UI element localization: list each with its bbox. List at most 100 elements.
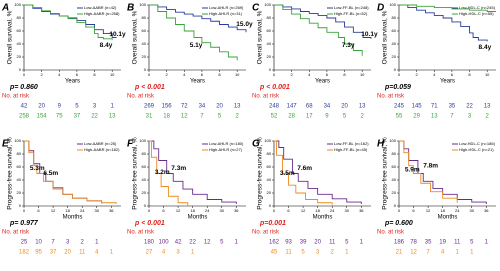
at-risk-count: 22 bbox=[466, 104, 473, 110]
y-tick-label: 40 bbox=[142, 177, 147, 182]
legend-label: High-FF-BL (n=52) bbox=[334, 11, 368, 16]
legend-label: Low-HDL-C (n=245) bbox=[459, 5, 496, 10]
x-tick-label: 8 bbox=[343, 72, 346, 77]
at-risk-title: No. at risk bbox=[252, 230, 280, 236]
y-tick-label: 20 bbox=[392, 190, 397, 195]
at-risk-count: 11 bbox=[454, 240, 461, 246]
median-annotation: 8.4y bbox=[100, 42, 113, 49]
x-tick-label: 4 bbox=[183, 72, 186, 77]
at-risk-count: 9 bbox=[325, 114, 329, 120]
at-risk-count: 147 bbox=[287, 104, 298, 110]
survival-curve bbox=[149, 140, 237, 205]
x-tick-label: 30 bbox=[470, 208, 475, 213]
at-risk-count: 4 bbox=[162, 250, 166, 256]
x-tick-label: 0 bbox=[148, 208, 151, 213]
at-risk-count: 18 bbox=[163, 114, 170, 120]
x-tick-label: 6 bbox=[287, 208, 290, 213]
y-tick-label: 0 bbox=[394, 203, 397, 208]
y-tick-label: 100 bbox=[14, 138, 21, 143]
at-risk-title: No. at risk bbox=[252, 94, 280, 100]
at-risk-count: 3 bbox=[66, 240, 70, 246]
p-value: p < 0.001 bbox=[134, 84, 165, 91]
panel-label: H bbox=[377, 139, 385, 150]
legend-label: Low-AHLR (n=269) bbox=[209, 5, 244, 10]
legend-label: Low-HDL-C (n=186) bbox=[459, 141, 496, 146]
y-tick-label: 40 bbox=[142, 41, 147, 46]
x-tick-label: 24 bbox=[330, 208, 335, 213]
x-tick-label: 18 bbox=[315, 208, 320, 213]
at-risk-count: 248 bbox=[269, 104, 280, 110]
at-risk-count: 25 bbox=[21, 240, 28, 246]
x-tick-label: 6 bbox=[76, 72, 79, 77]
median-annotation: 7.6m bbox=[297, 165, 312, 172]
at-risk-count: 31 bbox=[146, 114, 153, 120]
y-tick-label: 80 bbox=[17, 151, 22, 156]
median-annotation: 3.5m bbox=[280, 170, 295, 177]
y-tick-label: 100 bbox=[139, 2, 146, 7]
at-risk-count: 19 bbox=[439, 240, 446, 246]
y-axis-label: Progress-free survival, % bbox=[132, 137, 139, 210]
legend-label: High-AHLR (n=27) bbox=[209, 147, 243, 152]
at-risk-count: 21 bbox=[396, 250, 403, 256]
panel-label: F bbox=[127, 139, 134, 150]
at-risk-count: 20 bbox=[216, 104, 223, 110]
legend-label: Low-AABR (n=25) bbox=[84, 141, 117, 146]
at-risk-count: 42 bbox=[175, 240, 182, 246]
at-risk-count: 145 bbox=[412, 104, 423, 110]
x-tick-label: 0 bbox=[273, 72, 276, 77]
x-axis-label: Months bbox=[63, 215, 83, 221]
at-risk-count: 17 bbox=[306, 114, 313, 120]
at-risk-count: 182 bbox=[19, 250, 30, 256]
survival-curve bbox=[274, 4, 363, 56]
y-tick-label: 40 bbox=[267, 41, 272, 46]
x-tick-label: 18 bbox=[65, 208, 70, 213]
x-axis-label: Years bbox=[190, 79, 205, 85]
at-risk-count: 78 bbox=[410, 240, 417, 246]
x-tick-label: 0 bbox=[23, 72, 26, 77]
at-risk-count: 1 bbox=[235, 240, 239, 246]
y-tick-label: 20 bbox=[267, 54, 272, 59]
y-axis-label: Overall survival, % bbox=[132, 10, 139, 64]
p-value: p=0.059 bbox=[384, 84, 411, 91]
y-tick-label: 0 bbox=[144, 203, 147, 208]
at-risk-count: 2 bbox=[331, 250, 335, 256]
at-risk-count: 1 bbox=[456, 250, 460, 256]
x-tick-label: 2 bbox=[291, 72, 294, 77]
x-tick-label: 6 bbox=[37, 208, 40, 213]
y-tick-label: 40 bbox=[17, 177, 22, 182]
p-value: p=0.001 bbox=[259, 220, 286, 227]
x-tick-label: 36 bbox=[359, 208, 364, 213]
at-risk-title: No. at risk bbox=[377, 230, 405, 236]
x-tick-label: 12 bbox=[51, 208, 56, 213]
x-tick-label: 18 bbox=[190, 208, 195, 213]
at-risk-count: 5 bbox=[345, 240, 349, 246]
at-risk-count: 5 bbox=[343, 114, 347, 120]
survival-curve bbox=[24, 4, 113, 41]
p-value: p < 0.001 bbox=[259, 84, 290, 91]
x-axis-label: Years bbox=[65, 79, 80, 85]
survival-curve bbox=[399, 4, 488, 42]
at-risk-count: 52 bbox=[271, 114, 278, 120]
at-risk-count: 20 bbox=[38, 104, 45, 110]
at-risk-count: 39 bbox=[300, 240, 307, 246]
at-risk-title: No. at risk bbox=[377, 94, 405, 100]
at-risk-count: 3 bbox=[316, 250, 320, 256]
y-tick-label: 40 bbox=[392, 41, 397, 46]
x-tick-label: 12 bbox=[176, 208, 181, 213]
legend-label: High-AABR (n=182) bbox=[84, 147, 120, 152]
x-tick-label: 36 bbox=[484, 208, 489, 213]
at-risk-count: 5 bbox=[218, 114, 222, 120]
p-value: p= 0.977 bbox=[9, 220, 39, 227]
survival-curve bbox=[149, 4, 238, 61]
x-tick-label: 30 bbox=[345, 208, 350, 213]
at-risk-count: 68 bbox=[306, 104, 313, 110]
at-risk-count: 12 bbox=[204, 240, 211, 246]
at-risk-count: 2 bbox=[81, 240, 85, 246]
x-tick-label: 6 bbox=[162, 208, 165, 213]
x-tick-label: 0 bbox=[398, 208, 401, 213]
x-tick-label: 6 bbox=[451, 72, 454, 77]
legend-label: High-AHLR (n=31) bbox=[209, 11, 243, 16]
at-risk-count: 71 bbox=[431, 104, 438, 110]
y-tick-label: 0 bbox=[144, 67, 147, 72]
at-risk-count: 34 bbox=[199, 104, 206, 110]
